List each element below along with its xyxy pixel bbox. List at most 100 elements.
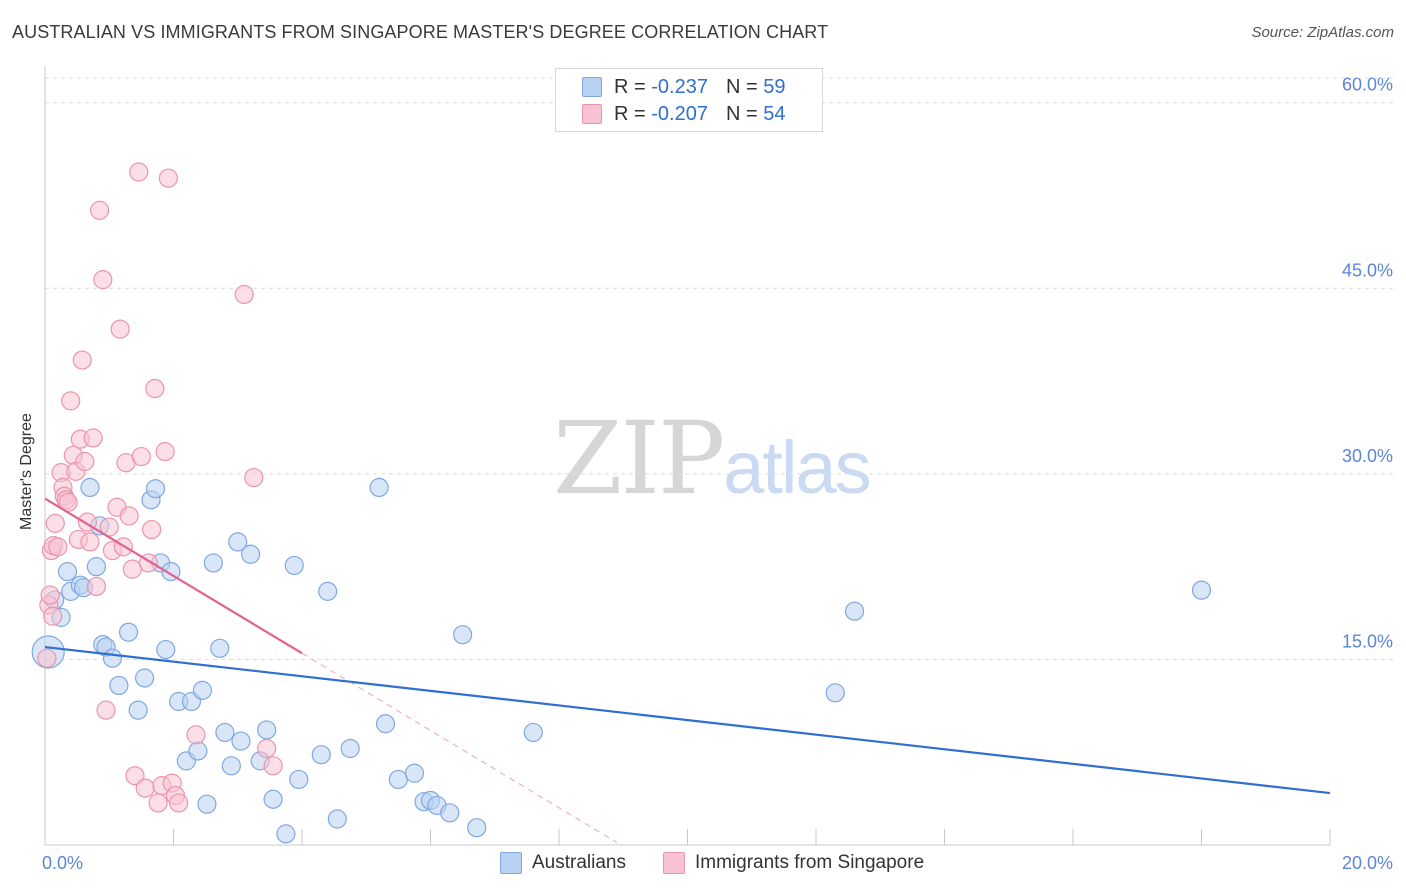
singapore-point [43, 606, 63, 626]
singapore-point [155, 442, 175, 462]
australians-series [31, 477, 1212, 844]
singapore-point [122, 559, 142, 579]
australians-trend-line [44, 645, 1331, 795]
singapore-point [80, 532, 100, 552]
singapore-trend-line [44, 497, 303, 655]
australians-point [197, 794, 217, 814]
n-label: N = [725, 102, 758, 125]
singapore-point [75, 451, 95, 472]
australians-point [215, 722, 235, 743]
australians-point [102, 648, 123, 668]
australians-point [404, 763, 425, 783]
australians-point [388, 769, 408, 790]
y-tick-label: 45.0% [1342, 260, 1393, 280]
singapore-point [263, 756, 283, 776]
australians-point [128, 700, 148, 720]
singapore-point [119, 506, 139, 526]
australians-point [241, 544, 261, 564]
singapore-point [72, 350, 92, 370]
singapore-point [169, 793, 189, 813]
australians-point [134, 668, 155, 688]
australians-point [145, 479, 166, 499]
n-value: 59 [763, 75, 786, 98]
australians-point [318, 581, 338, 601]
australians-point [156, 639, 176, 660]
singapore-point [131, 446, 151, 467]
australians-point [203, 553, 223, 573]
r-label: R = [614, 75, 646, 98]
y-axis-label-wrap: Master's Degree [18, 413, 135, 548]
singapore-point [96, 700, 116, 720]
australians-point [453, 625, 473, 645]
pink-swatch-icon [582, 104, 602, 124]
australians-point [311, 745, 331, 765]
legend-row-singapore: R = -0.207 N = 54 [582, 102, 785, 126]
singapore-point [83, 428, 103, 448]
australians-point [118, 622, 139, 642]
australians-point [221, 756, 241, 776]
australians-point [1191, 580, 1212, 600]
series-legend: Australians Immigrants from Singapore [0, 850, 1406, 878]
y-tick-label: 30.0% [1342, 446, 1393, 466]
australians-point [231, 731, 251, 751]
australians-point [340, 738, 360, 759]
australians-point [375, 714, 396, 734]
singapore-series [37, 162, 283, 813]
australians-point [523, 722, 543, 743]
r-value: -0.237 [651, 75, 708, 98]
y-axis-label: Master's Degree [18, 413, 35, 530]
australians-point [192, 680, 213, 700]
australians-point [109, 675, 129, 696]
watermark-atlas: atlas [723, 426, 871, 509]
x-tick-label: 0.0% [42, 853, 83, 873]
pink-swatch-icon [663, 852, 685, 874]
australians-point [327, 809, 347, 829]
singapore-point [37, 648, 57, 668]
australians-point [263, 789, 283, 809]
chart-title: AUSTRALIAN VS IMMIGRANTS FROM SINGAPORE … [12, 22, 829, 42]
singapore-point [93, 270, 113, 290]
watermark: ZIPatlas [553, 400, 872, 517]
x-tick-label: 20.0% [1342, 853, 1393, 873]
australians-point [80, 477, 100, 498]
singapore-point [145, 378, 165, 399]
blue-swatch-icon [500, 852, 522, 874]
correlation-legend: R = -0.237 N = 59 R = -0.207 N = 54 [555, 68, 823, 132]
singapore-point [61, 391, 81, 411]
r-value: -0.207 [651, 102, 708, 125]
australians-point [188, 741, 208, 761]
y-tick-label: 15.0% [1342, 631, 1393, 651]
singapore-point [148, 793, 168, 813]
singapore-point [234, 284, 254, 305]
australians-point [86, 557, 107, 577]
singapore-point [135, 778, 155, 798]
legend-label: Australians [532, 852, 626, 873]
singapore-point [48, 537, 68, 557]
singapore-point [158, 168, 178, 188]
n-label: N = [725, 75, 758, 98]
singapore-point [257, 738, 277, 759]
y-tick-label: 60.0% [1342, 75, 1393, 95]
australians-point [276, 824, 296, 844]
r-label: R = [614, 102, 646, 125]
australians-point [289, 769, 309, 790]
singapore-point [186, 725, 206, 745]
singapore-point [129, 162, 149, 182]
australians-point [825, 683, 845, 703]
australians-point [844, 601, 865, 621]
australians-point [369, 477, 389, 498]
blue-swatch-icon [582, 77, 602, 97]
legend-item-singapore: Immigrants from Singapore [663, 852, 924, 874]
singapore-point [90, 200, 110, 220]
source-label: Source: ZipAtlas.com [1251, 24, 1394, 41]
singapore-point [110, 319, 130, 339]
australians-point [440, 803, 460, 823]
singapore-point [86, 576, 107, 597]
legend-label: Immigrants from Singapore [695, 852, 925, 873]
singapore-point [142, 519, 162, 540]
australians-point [257, 720, 277, 740]
australians-point [210, 638, 230, 658]
n-value: 54 [763, 102, 786, 125]
singapore-point [45, 513, 65, 533]
